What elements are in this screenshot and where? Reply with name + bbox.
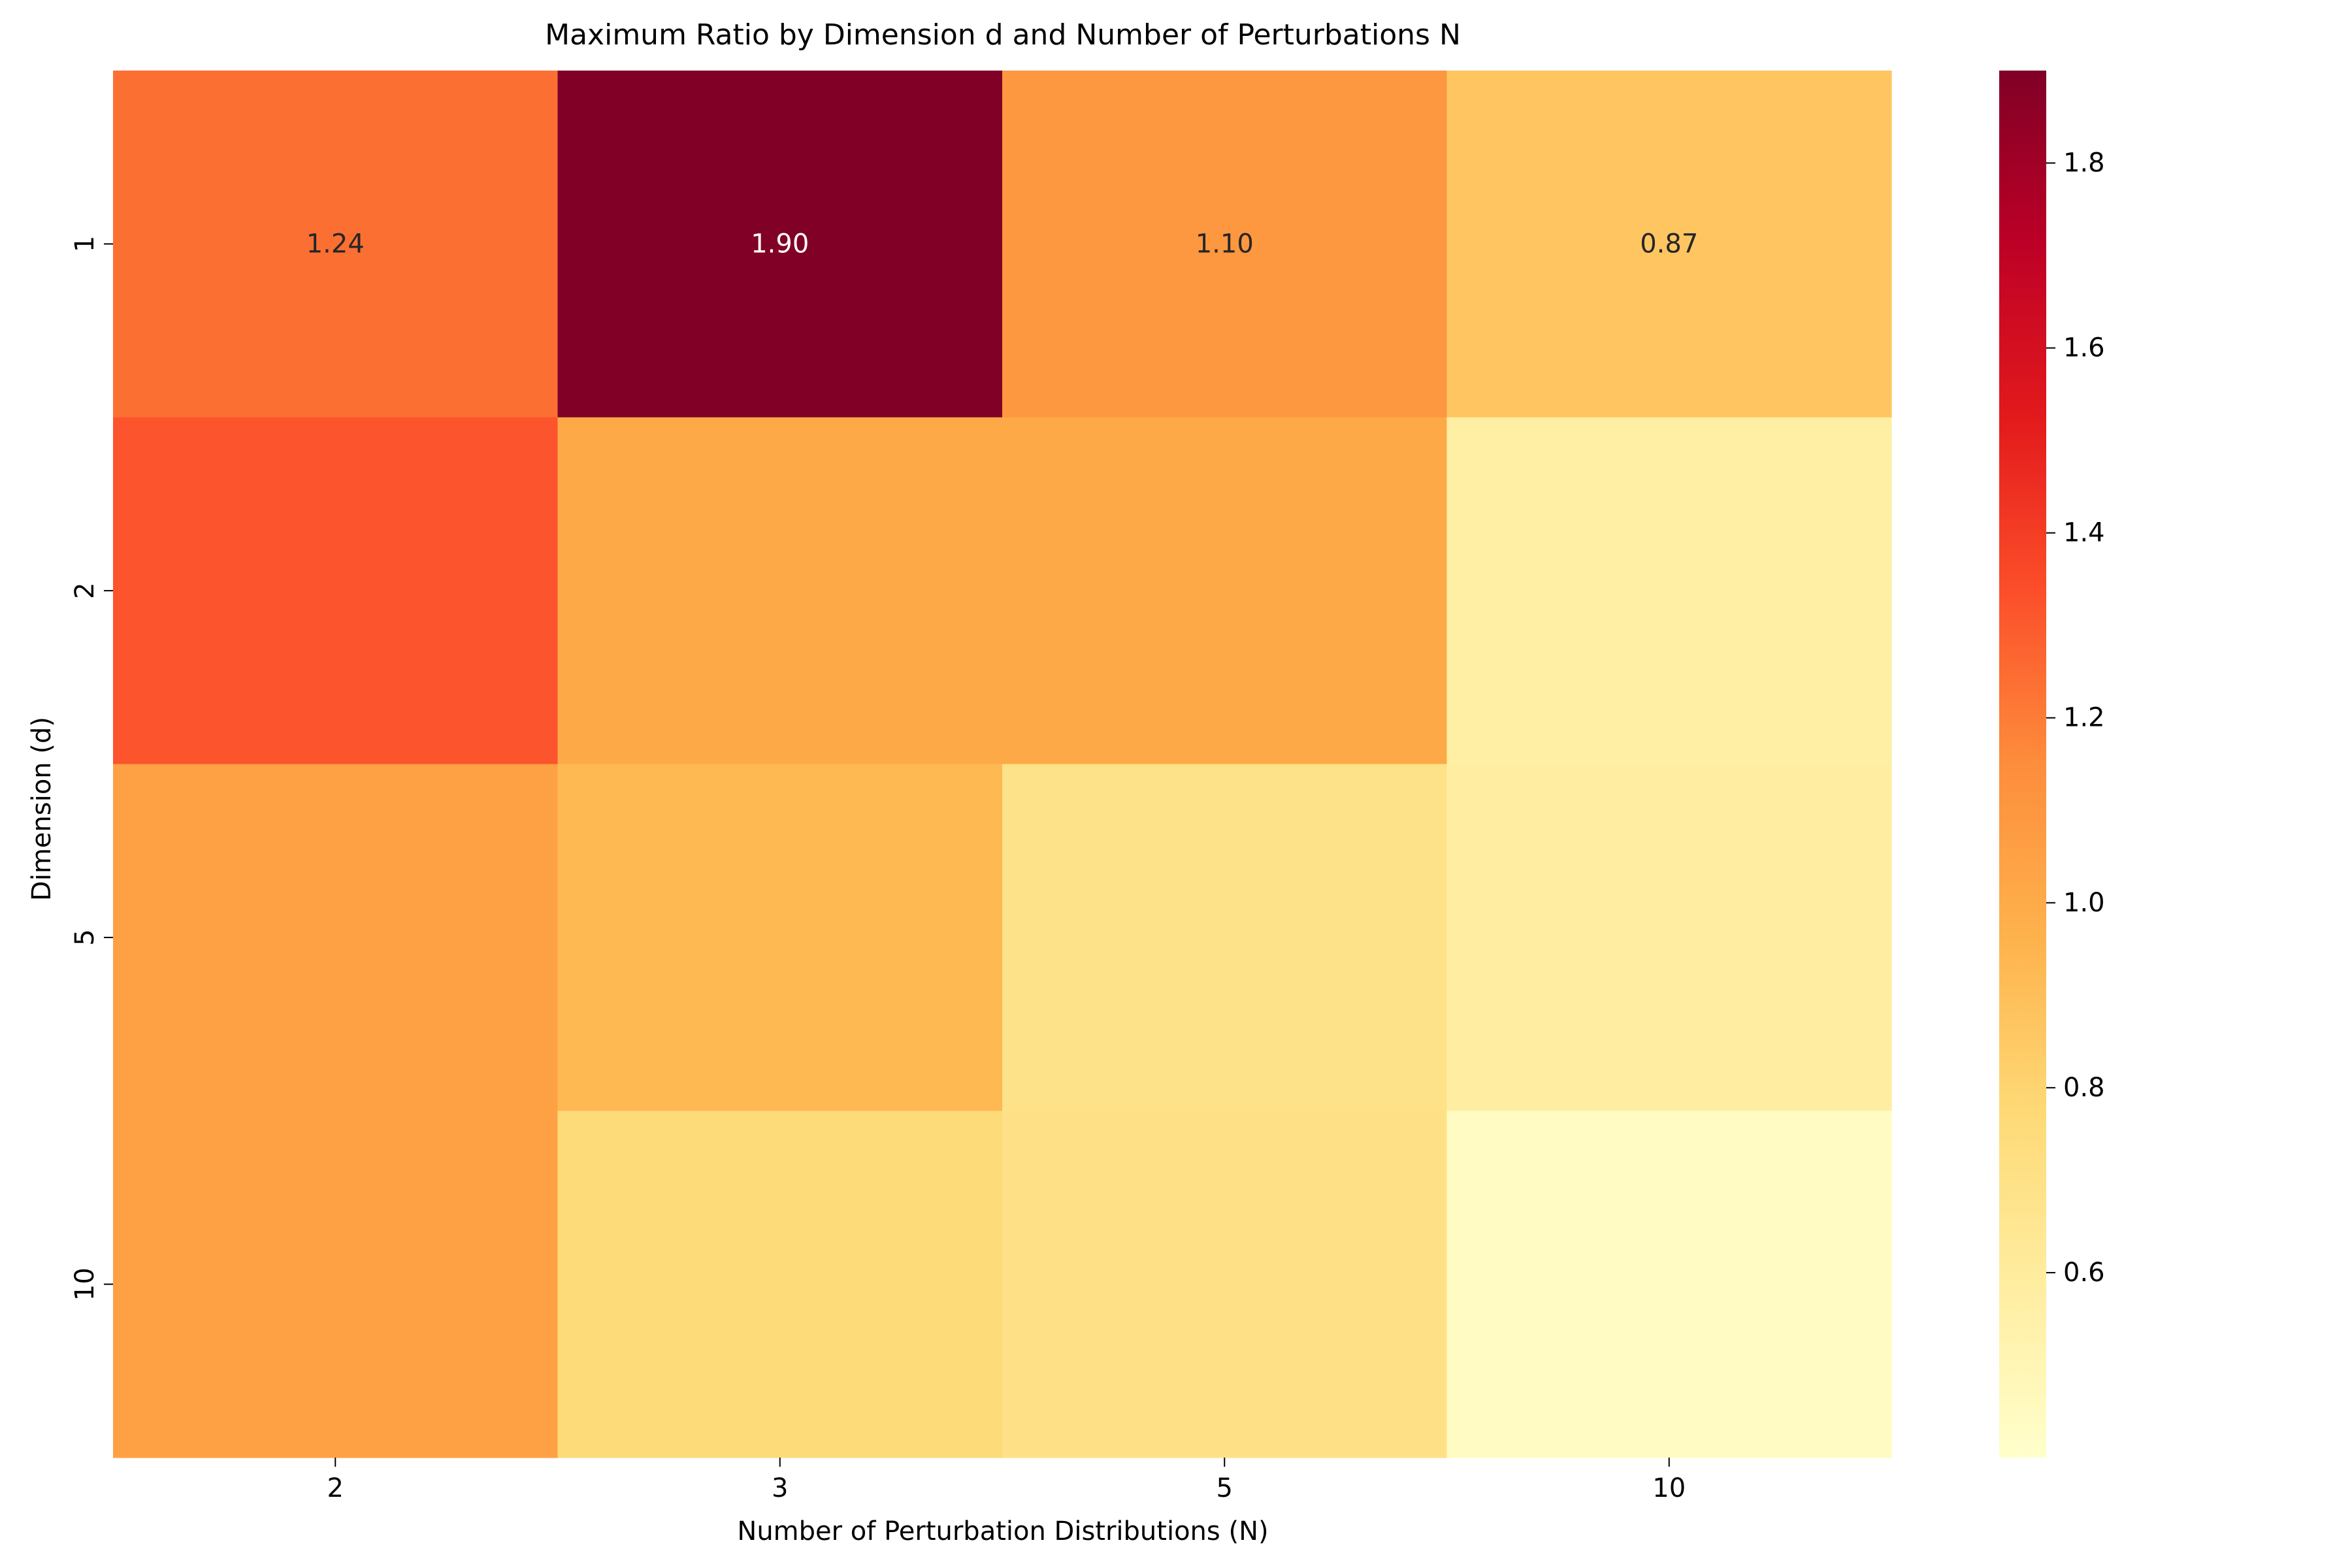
heatmap-cell-d5-n3 (557, 764, 1003, 1111)
heatmap-cell-d5-n5 (1002, 764, 1448, 1111)
colorbar-tick-label: 1.0 (2063, 888, 2105, 918)
heatmap-cell-d5-n2 (113, 764, 559, 1111)
x-axis-label: Number of Perturbation Distributions (N) (737, 1516, 1268, 1546)
heatmap-cell-d2-n5 (1002, 417, 1448, 765)
heatmap-cell-d2-n2 (113, 417, 559, 765)
colorbar-tick-label: 1.8 (2063, 148, 2105, 178)
heatmap-cell-d10-n10 (1446, 1111, 1892, 1458)
heatmap-cell-d10-n3 (557, 1111, 1003, 1458)
colorbar-tick-label: 1.2 (2063, 703, 2105, 733)
y-tick-label: 5 (70, 929, 100, 945)
heatmap-cell-d2-n3 (557, 417, 1003, 765)
cell-annotation: 1.90 (751, 229, 809, 259)
heatmap-cell-d1-n3 (557, 71, 1003, 418)
chart-title: Maximum Ratio by Dimension d and Number … (545, 18, 1461, 52)
colorbar-tick-label: 1.6 (2063, 333, 2105, 363)
colorbar-ticks: 0.6 0.8 1.0 1.2 1.4 1.6 1.8 (2046, 148, 2105, 1288)
colorbar (1999, 71, 2046, 1458)
x-tick-label: 10 (1652, 1473, 1686, 1503)
x-tick-label: 5 (1217, 1473, 1233, 1503)
y-axis-label: Dimension (d) (27, 717, 57, 901)
cell-annotation: 0.87 (1640, 229, 1698, 259)
y-tick-label: 1 (70, 236, 100, 252)
heatmap-cell-d5-n10 (1446, 764, 1892, 1111)
heatmap-cell-d10-n2 (113, 1111, 559, 1458)
cell-annotation: 1.10 (1196, 229, 1254, 259)
y-axis-ticks: 1 2 5 10 (70, 236, 113, 1301)
colorbar-tick-label: 0.8 (2063, 1073, 2105, 1103)
y-tick-label: 2 (70, 582, 100, 598)
cell-annotations: 1.24 1.90 1.10 0.87 (306, 229, 1699, 259)
cell-annotation: 1.24 (306, 229, 365, 259)
colorbar-tick-label: 0.6 (2063, 1258, 2105, 1288)
y-tick-label: 10 (70, 1267, 100, 1301)
x-tick-label: 3 (772, 1473, 788, 1503)
heatmap-cells (113, 71, 1892, 1458)
heatmap-cell-d2-n10 (1446, 417, 1892, 765)
colorbar-tick-label: 1.4 (2063, 518, 2105, 548)
heatmap-cell-d1-n10 (1446, 71, 1892, 418)
x-axis-ticks: 2 3 5 10 (327, 1458, 1686, 1503)
heatmap-cell-d1-n2 (113, 71, 559, 418)
x-tick-label: 2 (327, 1473, 344, 1503)
heatmap-cell-d10-n5 (1002, 1111, 1448, 1458)
heatmap-cell-d1-n5 (1002, 71, 1448, 418)
